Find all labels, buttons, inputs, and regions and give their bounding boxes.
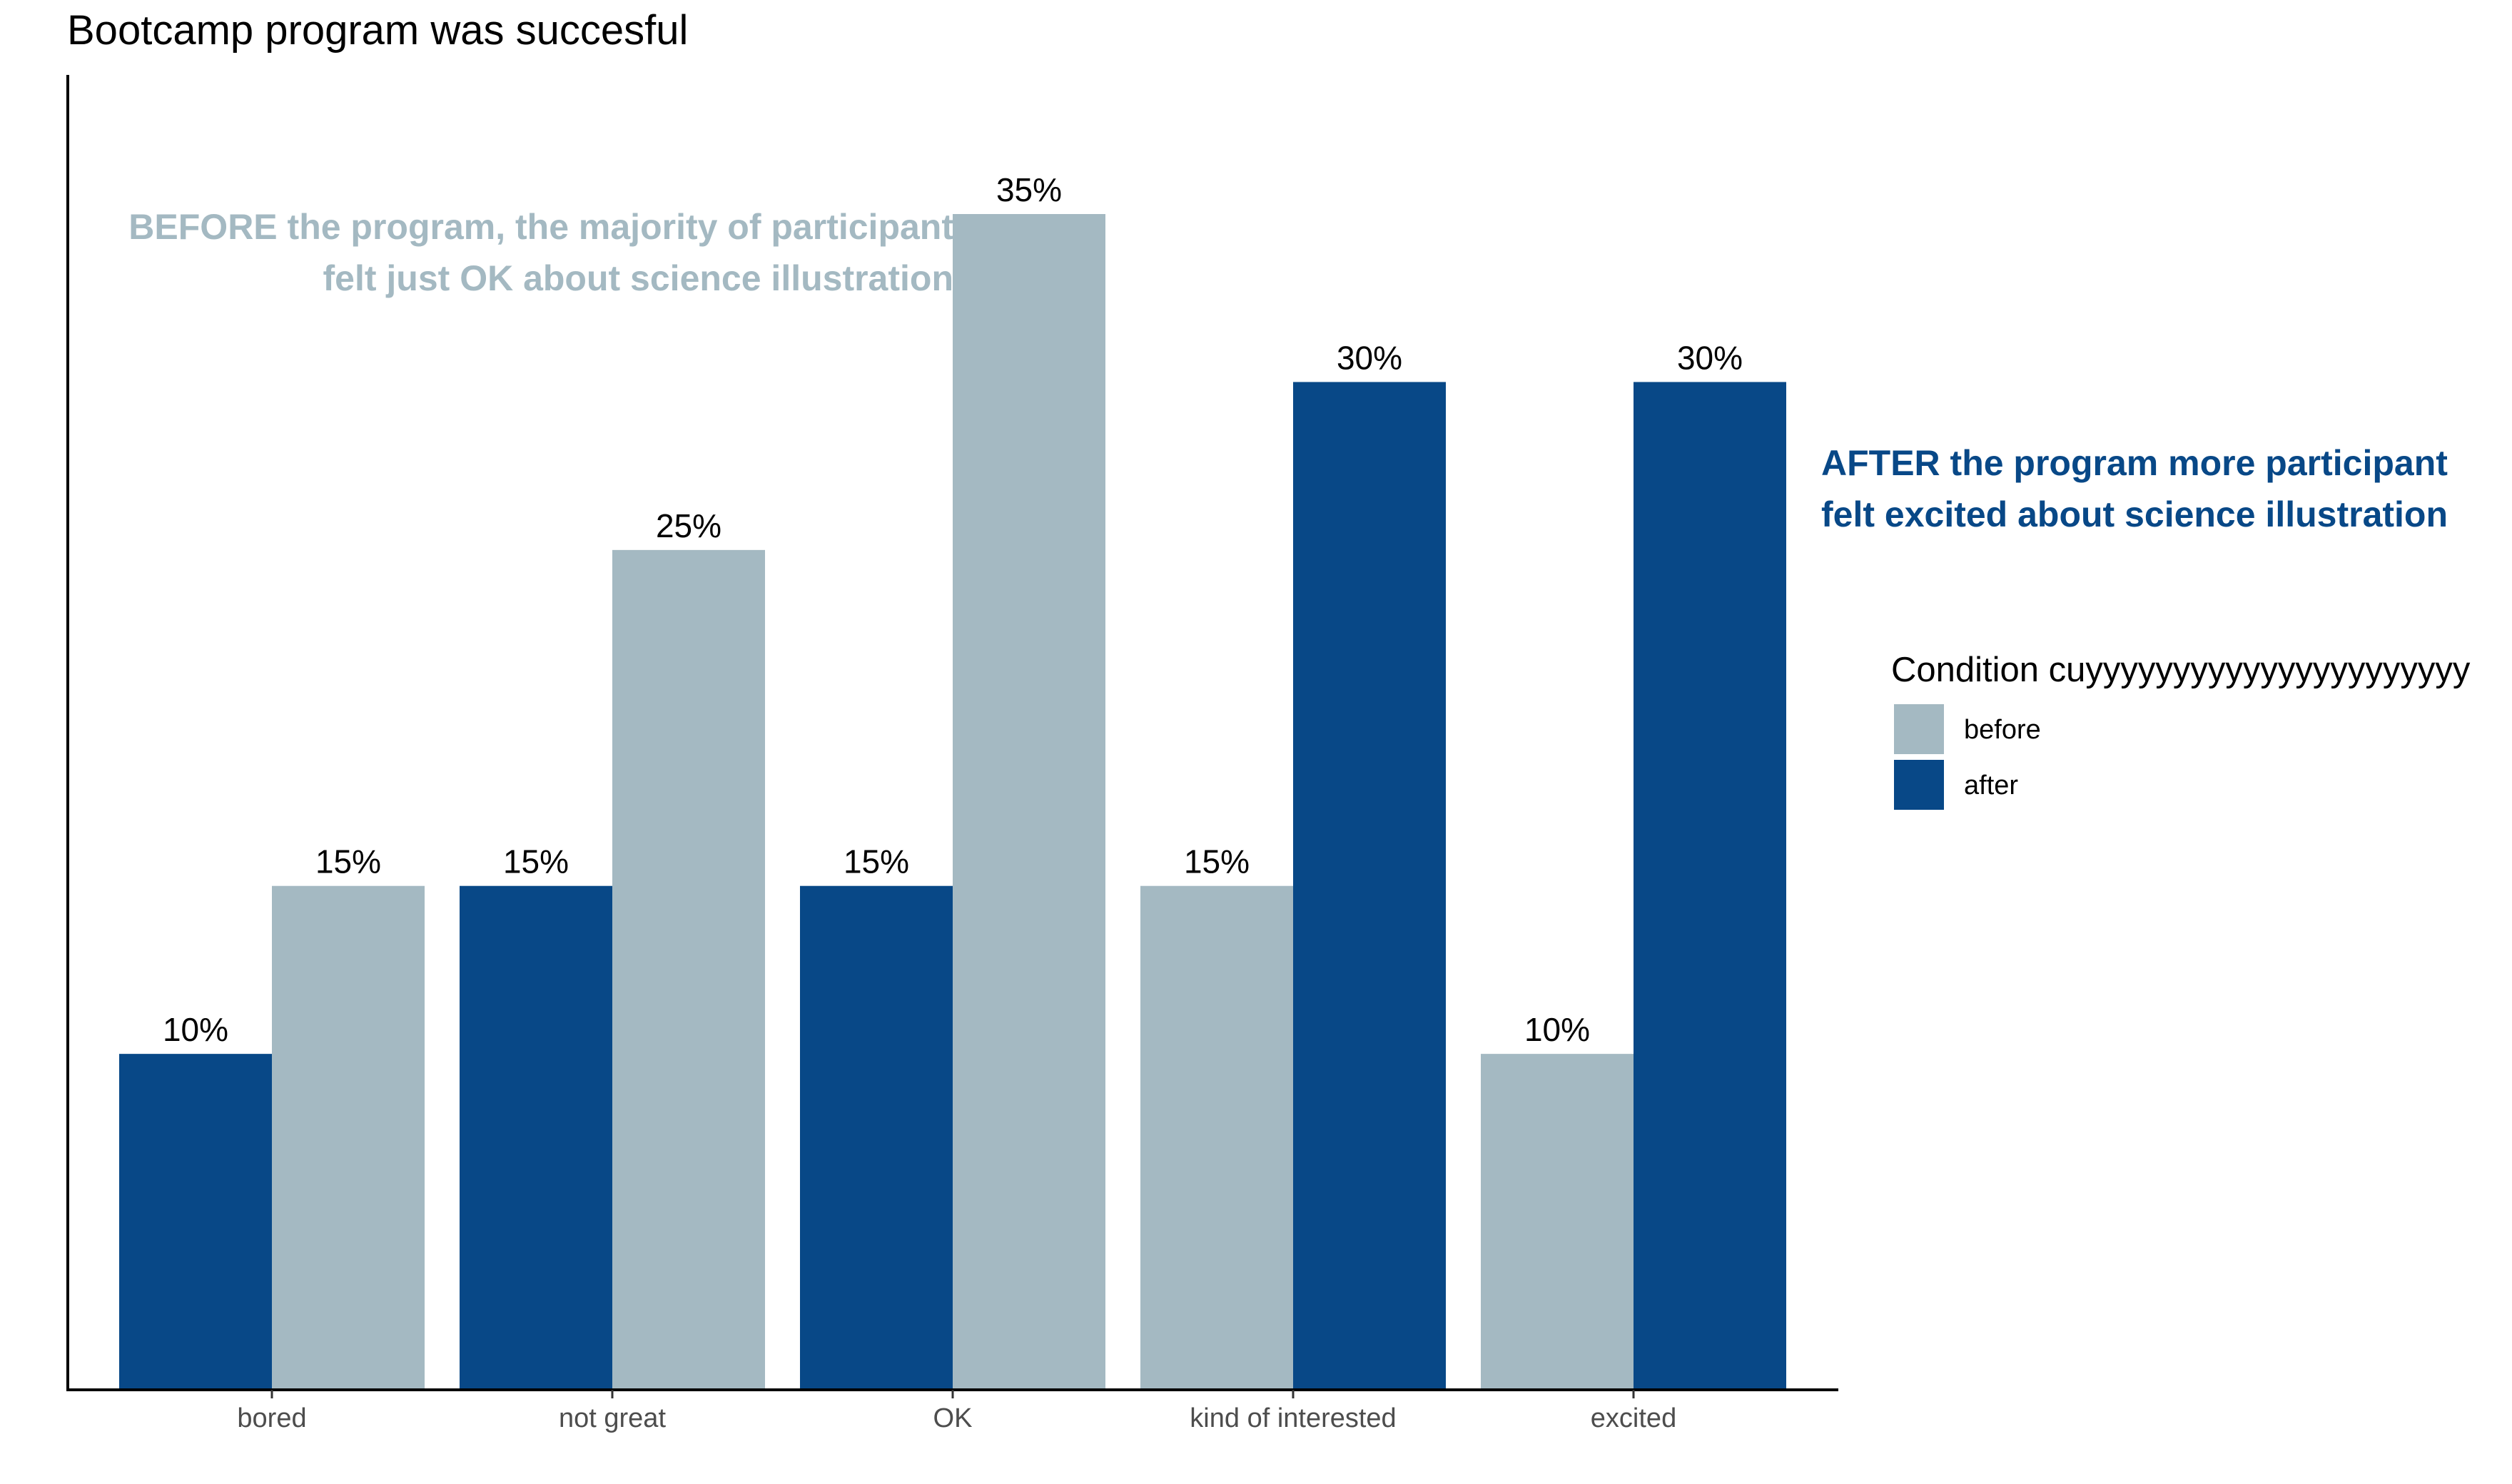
bar-label-after-kind-of-interested: 30% [1337,339,1402,376]
bar-before-bored [272,885,425,1390]
annotation-before-line: felt just OK about science illustration [323,258,953,298]
annotation-before: BEFORE the program, the majority of part… [128,207,953,298]
chart-title: Bootcamp program was succesful [67,7,688,54]
bar-labels-group: 10% 15% 15% 25% 15% 35% 15% 30% 10% 30% [163,171,1743,1048]
legend-swatch-before [1894,704,1944,754]
bar-label-before-kind-of-interested: 15% [1184,843,1250,880]
annotation-before-line: BEFORE the program, the majority of part… [128,207,953,247]
bars-group [119,214,1786,1390]
x-axis-ticks: bored not great OK kind of interested excite… [237,1390,1676,1433]
x-tick-label-not-great: not great [559,1403,666,1433]
legend-label-after: after [1964,771,2018,801]
annotation-after-line: felt excited about science illustration [1821,494,2448,534]
x-tick-label-ok: OK [933,1403,973,1433]
legend-label-before: before [1964,715,2041,745]
annotation-after-line: AFTER the program more participant [1821,443,2448,483]
bar-after-bored [119,1054,272,1390]
annotation-after: AFTER the program more participant felt e… [1821,443,2448,534]
bar-label-before-not-great: 25% [656,507,721,544]
bar-before-kind-of-interested [1140,885,1293,1390]
bar-before-not-great [612,549,765,1390]
x-tick-label-excited: excited [1591,1403,1676,1433]
bar-label-after-bored: 10% [163,1011,228,1048]
legend-swatch-after [1894,760,1944,810]
bar-label-before-bored: 15% [315,843,381,880]
bar-after-ok [800,885,953,1390]
bar-before-excited [1481,1054,1634,1390]
bar-label-after-excited: 30% [1677,339,1743,376]
x-tick-label-bored: bored [237,1403,306,1433]
x-tick-label-kind-of-interested: kind of interested [1190,1403,1396,1433]
bar-after-not-great [460,885,612,1390]
bar-before-ok [953,214,1105,1390]
bar-after-kind-of-interested [1293,382,1446,1390]
bar-label-before-ok: 35% [996,171,1062,208]
legend-title: Condition cuyyyyyyyyyyyyyyyyyyyyyy [1891,651,2471,689]
legend: Condition cuyyyyyyyyyyyyyyyyyyyyyy befor… [1891,651,2471,810]
annotations-group: BEFORE the program, the majority of part… [128,207,2448,534]
bar-after-excited [1634,382,1786,1390]
bar-label-after-not-great: 15% [503,843,569,880]
legend-entries: before after [1894,704,2041,810]
bar-label-after-ok: 15% [844,843,909,880]
bar-label-before-excited: 10% [1524,1011,1590,1048]
